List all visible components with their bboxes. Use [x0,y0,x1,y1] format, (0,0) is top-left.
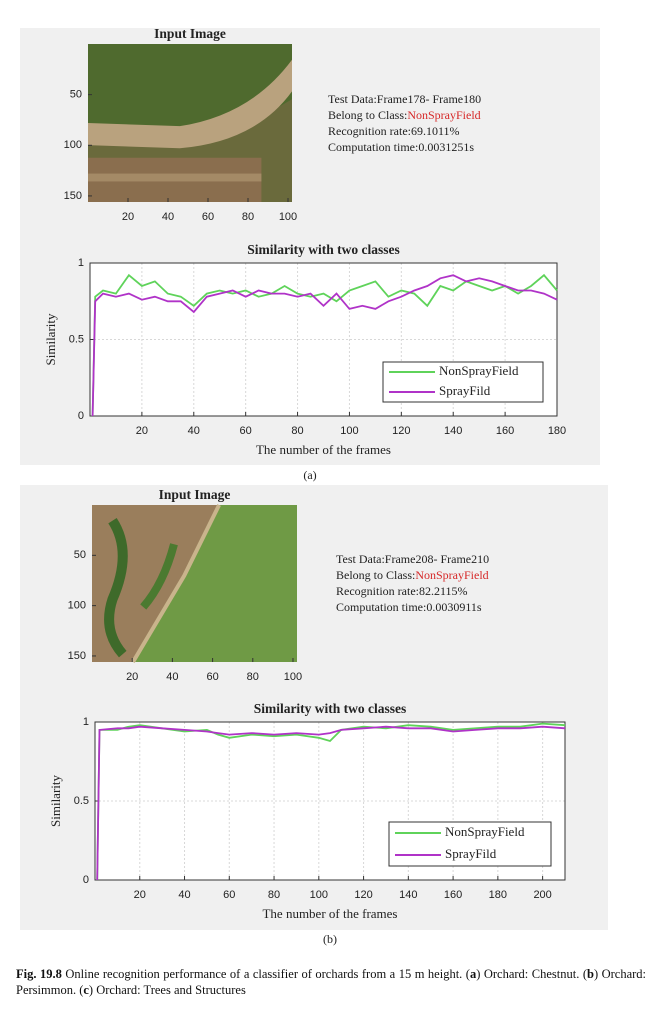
test-data: Test Data:Frame208- Frame210 [336,552,489,566]
x-tick-label: 180 [489,889,507,901]
y-axis-label: Similarity [43,313,58,366]
x-tick-label: 200 [533,889,551,901]
x-tick-label: 60 [223,889,235,901]
y-tick-label: 1 [78,257,84,269]
caption-run: Online recognition performance of a clas… [65,967,470,981]
series-line [91,274,558,417]
y-tick-label: 0 [83,874,89,886]
panel-label: (a) [303,468,316,482]
image-x-tick-label: 40 [162,211,174,223]
series-line [96,725,566,881]
chart-title: Similarity with two classes [247,242,400,257]
image-x-tick-label: 80 [242,211,254,223]
series-line [96,722,566,881]
legend-box [382,361,544,403]
x-tick-label: 80 [291,425,303,437]
photo-edge [131,504,221,664]
x-tick-label: 80 [268,889,280,901]
x-axis-label: The number of the frames [262,906,397,921]
legend-label: NonSprayField [445,824,525,839]
image-x-tick-label: 40 [166,671,178,683]
class-label: Belong to Class: [328,108,407,122]
y-tick-label: 1 [83,716,89,728]
x-tick-label: 40 [178,889,190,901]
input-image [92,504,297,664]
caption: Fig. 19.8 Online recognition performance… [16,966,646,998]
y-tick-label: 0.5 [74,795,89,807]
caption-run: c [83,983,89,997]
class-label: Belong to Class: [336,568,415,582]
photo-strip [88,173,262,182]
recognition-rate: Recognition rate:82.2115% [336,584,468,598]
legend-box [388,821,552,867]
caption-run: b [587,967,594,981]
legend-label: NonSprayField [439,363,519,378]
image-title: Input Image [159,487,231,502]
legend-label: SprayFild [439,383,491,398]
caption-run: ) Orchard: Trees and Structures [88,983,246,997]
image-y-tick-label: 50 [70,89,82,101]
photo-trees [104,517,128,658]
test-data: Test Data:Frame178- Frame180 [328,92,481,106]
x-tick-label: 140 [399,889,417,901]
x-axis-label: The number of the frames [256,442,391,457]
x-tick-label: 40 [188,425,200,437]
image-y-tick-label: 50 [74,549,86,561]
x-tick-label: 100 [310,889,328,901]
caption-run: ) Orchard: Persimmon. ( [16,967,647,997]
image-y-tick-label: 100 [64,139,82,151]
y-tick-label: 0.5 [69,333,84,345]
image-title: Input Image [154,26,226,41]
image-y-tick-label: 150 [64,190,82,202]
chart-title: Similarity with two classes [254,701,407,716]
class-name: NonSprayField [415,568,488,582]
y-tick-label: 0 [78,410,84,422]
x-tick-label: 120 [354,889,372,901]
photo-road [88,59,292,149]
x-tick-label: 180 [548,425,566,437]
class-line: Belong to Class:NonSprayField [328,108,481,122]
image-x-tick-label: 20 [122,211,134,223]
image-y-tick-label: 100 [68,600,86,612]
computation-time: Computation time:0.0031251s [328,140,474,154]
recognition-rate: Recognition rate:69.1011% [328,124,460,138]
x-tick-label: 20 [136,425,148,437]
input-image [88,44,292,202]
image-x-tick-label: 100 [284,671,302,683]
caption-run: ) Orchard: Chestnut. ( [476,967,587,981]
axes-box [94,721,566,881]
image-x-tick-label: 20 [126,671,138,683]
x-tick-label: 120 [392,425,410,437]
legend-label: SprayFild [445,846,497,861]
image-x-tick-label: 100 [279,211,297,223]
image-x-tick-label: 60 [202,211,214,223]
y-axis-label: Similarity [48,775,63,828]
computation-time: Computation time:0.0030911s [336,600,482,614]
x-tick-label: 100 [340,425,358,437]
series-line [91,273,558,417]
x-tick-label: 140 [444,425,462,437]
x-tick-label: 160 [444,889,462,901]
photo-trees [140,543,178,610]
panel-label: (b) [323,932,337,946]
image-y-tick-label: 150 [68,650,86,662]
image-x-tick-label: 60 [206,671,218,683]
axes-box [89,262,558,417]
image-x-tick-label: 80 [247,671,259,683]
x-tick-label: 60 [240,425,252,437]
caption-label: Fig. 19.8 [16,967,62,981]
caption-run: a [469,967,477,981]
class-name: NonSprayField [407,108,480,122]
x-tick-label: 160 [496,425,514,437]
class-line: Belong to Class:NonSprayField [336,568,489,582]
x-tick-label: 20 [134,889,146,901]
